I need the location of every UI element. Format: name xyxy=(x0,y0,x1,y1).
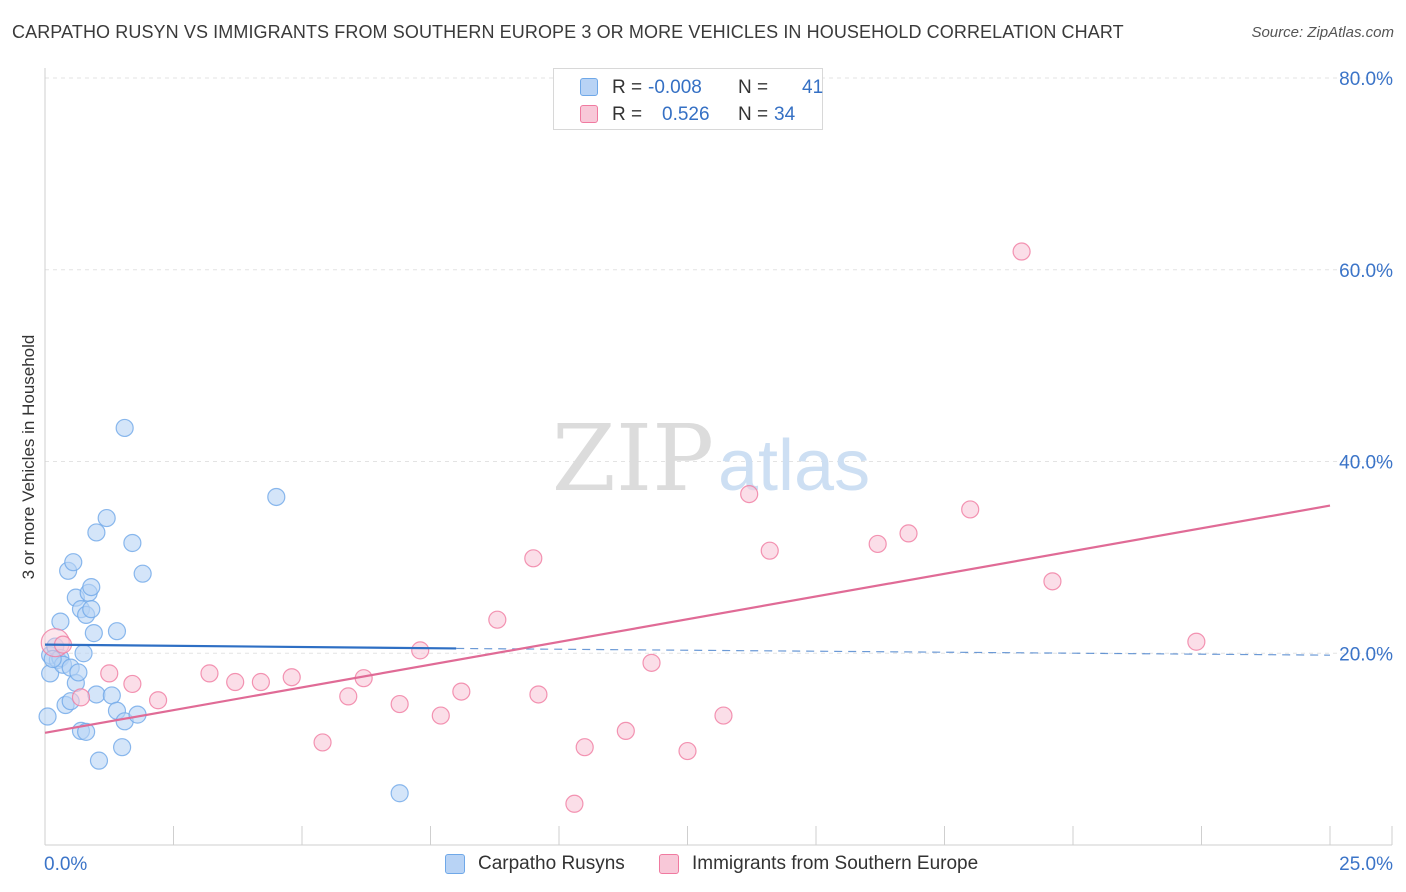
carpatho-point xyxy=(82,577,101,597)
y-tick-label: 40.0% xyxy=(1339,453,1393,474)
southern-europe-point xyxy=(282,668,301,687)
carpatho-point xyxy=(107,622,127,641)
southern-europe-point xyxy=(100,664,119,683)
bottom-legend-label: Immigrants from Southern Europe xyxy=(692,853,979,874)
trend-lines xyxy=(44,504,1331,734)
southern-europe-point xyxy=(868,534,887,554)
legend-swatch-blue xyxy=(580,78,598,96)
southern-europe-point xyxy=(431,706,450,725)
carpatho-point xyxy=(77,722,96,741)
bottom-legend-swatch-blue xyxy=(445,854,465,874)
southern-europe-point xyxy=(123,674,142,694)
southern-europe-point xyxy=(1043,572,1062,591)
legend-r-value: -0.008 xyxy=(648,77,702,98)
southern-europe-point xyxy=(529,685,548,704)
y-tick-label: 20.0% xyxy=(1339,644,1393,665)
carpatho-point xyxy=(74,644,93,663)
legend-n-label: N = xyxy=(738,77,769,98)
carpatho-point xyxy=(133,564,152,583)
y-tick-label: 80.0% xyxy=(1339,69,1393,90)
carpatho-point xyxy=(115,418,134,438)
watermark: ZIP atlas xyxy=(552,405,870,512)
grid-lines xyxy=(45,77,1392,654)
southern-europe-point xyxy=(313,733,332,752)
southern-europe-point xyxy=(575,738,594,757)
carpatho-point xyxy=(64,553,83,572)
carpatho-point xyxy=(89,751,109,770)
southern-europe-point xyxy=(1187,632,1206,651)
carpatho-point xyxy=(390,784,409,803)
data-points xyxy=(38,242,1206,813)
southern-europe-point xyxy=(565,794,584,813)
southern-europe-point xyxy=(760,541,779,560)
carpatho-point xyxy=(51,612,70,631)
bottom-legend-label: Carpatho Rusyns xyxy=(478,853,625,874)
southern-europe-point xyxy=(524,549,543,568)
southern-europe-point xyxy=(452,682,471,701)
carpatho-trend-line xyxy=(44,643,457,650)
southern-europe-point xyxy=(148,691,168,710)
southern-europe-point xyxy=(200,664,219,683)
southern-europe-point xyxy=(251,672,270,692)
carpatho-point xyxy=(69,663,88,682)
x-tick-label-max: 25.0% xyxy=(1339,854,1393,875)
legend-n-value: 41 xyxy=(802,77,824,98)
legend-r-label: R = xyxy=(612,104,643,125)
southern-europe-point xyxy=(678,741,697,761)
southern-europe-point xyxy=(714,706,733,725)
legend-swatch-pink xyxy=(580,105,598,123)
southern-europe-point xyxy=(226,672,245,692)
source-label: Source: ZipAtlas.com xyxy=(1251,24,1394,41)
correlation-legend: R = -0.008 N = 41 R = 0.526 N = 34 xyxy=(553,68,823,130)
x-tick-label-min: 0.0% xyxy=(44,854,87,875)
tick-labels: 20.0% 40.0% 60.0% 80.0% 0.0% 25.0% xyxy=(44,69,1393,875)
southern-europe-point xyxy=(899,524,918,543)
carpatho-point xyxy=(87,523,106,542)
carpatho-point xyxy=(38,707,57,726)
legend-n-value: 34 xyxy=(774,104,796,125)
southern-europe-point xyxy=(71,688,91,707)
southern-europe-point xyxy=(961,500,980,519)
carpatho-point xyxy=(123,533,142,553)
carpatho-point xyxy=(82,600,101,619)
legend-n-label: N = xyxy=(738,104,769,125)
southern-europe-trend-line xyxy=(44,504,1331,734)
legend-r-value: 0.526 xyxy=(662,104,710,125)
carpatho-point xyxy=(102,686,121,705)
carpatho-point xyxy=(112,738,132,757)
carpatho-point xyxy=(97,508,116,528)
southern-europe-point xyxy=(740,484,759,504)
y-axis-title: 3 or more Vehicles in Household xyxy=(19,334,38,580)
southern-europe-point xyxy=(616,721,635,741)
carpatho-point xyxy=(84,624,103,643)
carpatho-trend-extension xyxy=(456,647,1331,656)
southern-europe-point xyxy=(390,694,409,714)
carpatho-point xyxy=(87,685,106,704)
southern-europe-point xyxy=(488,610,507,629)
southern-europe-point xyxy=(642,653,661,672)
legend-r-label: R = xyxy=(612,77,643,98)
watermark-zip: ZIP xyxy=(552,405,714,512)
southern-europe-point xyxy=(339,687,358,706)
southern-europe-point xyxy=(1012,242,1031,261)
southern-europe-point xyxy=(411,641,430,660)
y-tick-label: 60.0% xyxy=(1339,261,1393,282)
chart-title: CARPATHO RUSYN VS IMMIGRANTS FROM SOUTHE… xyxy=(12,22,1124,42)
carpatho-point xyxy=(267,487,286,507)
bottom-legend-swatch-pink xyxy=(659,854,679,874)
